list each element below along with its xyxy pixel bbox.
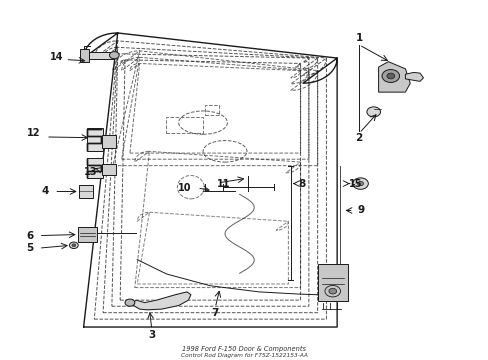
Polygon shape	[131, 292, 190, 310]
Text: 11: 11	[217, 179, 230, 189]
Text: 14: 14	[50, 52, 63, 62]
Circle shape	[357, 181, 363, 186]
Bar	[86, 128, 103, 151]
Text: 15: 15	[348, 179, 362, 189]
Circle shape	[69, 242, 78, 248]
Bar	[317, 264, 347, 301]
Text: 6: 6	[26, 231, 34, 240]
Text: 9: 9	[357, 206, 365, 216]
Circle shape	[381, 69, 399, 82]
Text: Control Rod Diagram for F75Z-1522153-AA: Control Rod Diagram for F75Z-1522153-AA	[181, 352, 307, 357]
Polygon shape	[378, 62, 409, 92]
Bar	[205, 105, 219, 116]
Bar	[79, 185, 93, 198]
Bar	[102, 135, 116, 148]
Text: 1: 1	[355, 33, 362, 43]
Bar	[102, 164, 116, 175]
Circle shape	[109, 51, 119, 59]
Text: 7: 7	[211, 309, 219, 318]
Text: 4: 4	[42, 186, 49, 197]
Text: 3: 3	[148, 330, 155, 340]
Circle shape	[366, 107, 380, 117]
Polygon shape	[86, 51, 113, 59]
Bar	[80, 49, 89, 62]
Polygon shape	[405, 72, 423, 81]
Text: 8: 8	[298, 179, 305, 189]
Circle shape	[386, 73, 394, 79]
Circle shape	[352, 178, 367, 189]
Circle shape	[72, 244, 76, 247]
Bar	[78, 226, 97, 242]
Text: 12: 12	[27, 129, 41, 138]
Circle shape	[328, 288, 336, 294]
Text: 1998 Ford F-150 Door & Components: 1998 Ford F-150 Door & Components	[182, 346, 306, 352]
Text: 10: 10	[178, 183, 191, 193]
Bar	[166, 117, 203, 134]
Text: 5: 5	[26, 243, 34, 253]
Circle shape	[125, 299, 135, 306]
Text: 13: 13	[84, 167, 98, 177]
Text: 2: 2	[355, 133, 362, 143]
Bar	[86, 158, 103, 178]
